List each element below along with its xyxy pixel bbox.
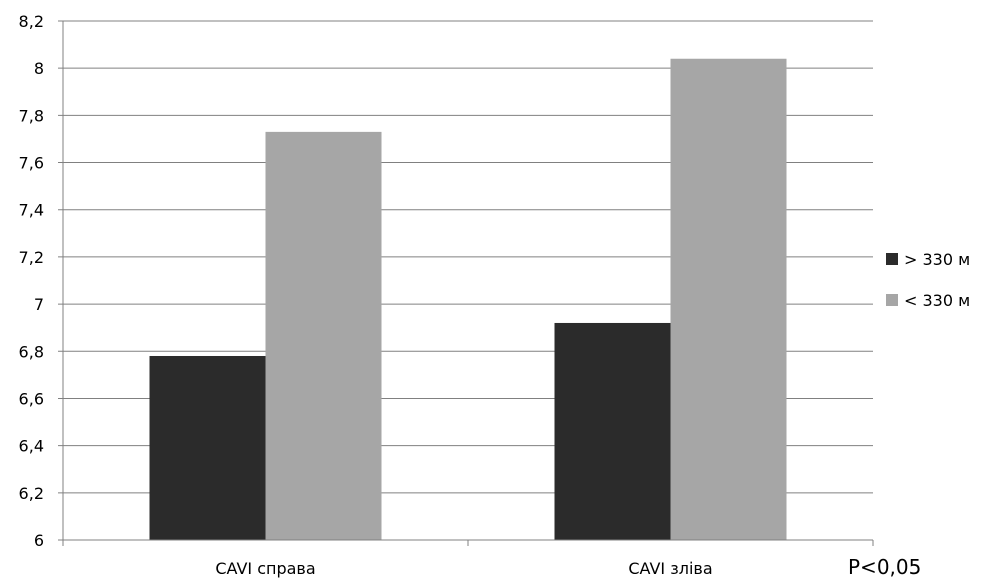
- p-value-annotation: P<0,05: [848, 555, 921, 579]
- x-axis-category-labels: CAVI справа CAVI зліва: [215, 559, 712, 578]
- legend-label: < 330 м: [904, 291, 970, 310]
- y-tick-label: 6,2: [19, 484, 44, 503]
- y-tick-label: 7,6: [19, 154, 44, 173]
- y-tick-label: 6,8: [19, 342, 44, 361]
- x-category-label: CAVI справа: [215, 559, 315, 578]
- legend-swatch: [886, 253, 898, 265]
- x-axis-ticks: [62, 540, 874, 546]
- bar-over-330-1: [149, 355, 266, 540]
- y-tick-label: 6,6: [19, 389, 44, 408]
- y-tick-label: 7: [34, 295, 44, 314]
- y-tick-label: 6: [34, 531, 44, 550]
- y-tick-label: 7,4: [19, 201, 44, 220]
- legend-swatch: [886, 294, 898, 306]
- y-tick-label: 8: [34, 59, 44, 78]
- bar-under-330-2: [670, 58, 787, 540]
- legend: > 330 м < 330 м: [886, 250, 970, 310]
- y-axis-tick-labels: 6 6,2 6,4 6,6 6,8 7 7,2 7,4 7,6 7,8 8 8,2: [19, 12, 44, 550]
- legend-label: > 330 м: [904, 250, 970, 269]
- bar-under-330-1: [265, 131, 382, 541]
- y-tick-label: 7,8: [19, 106, 44, 125]
- bars: [149, 58, 787, 541]
- x-category-label: CAVI зліва: [628, 559, 712, 578]
- bar-over-330-2: [554, 322, 671, 540]
- y-tick-label: 7,2: [19, 248, 44, 267]
- y-tick-label: 8,2: [19, 12, 44, 31]
- y-tick-label: 6,4: [19, 437, 44, 456]
